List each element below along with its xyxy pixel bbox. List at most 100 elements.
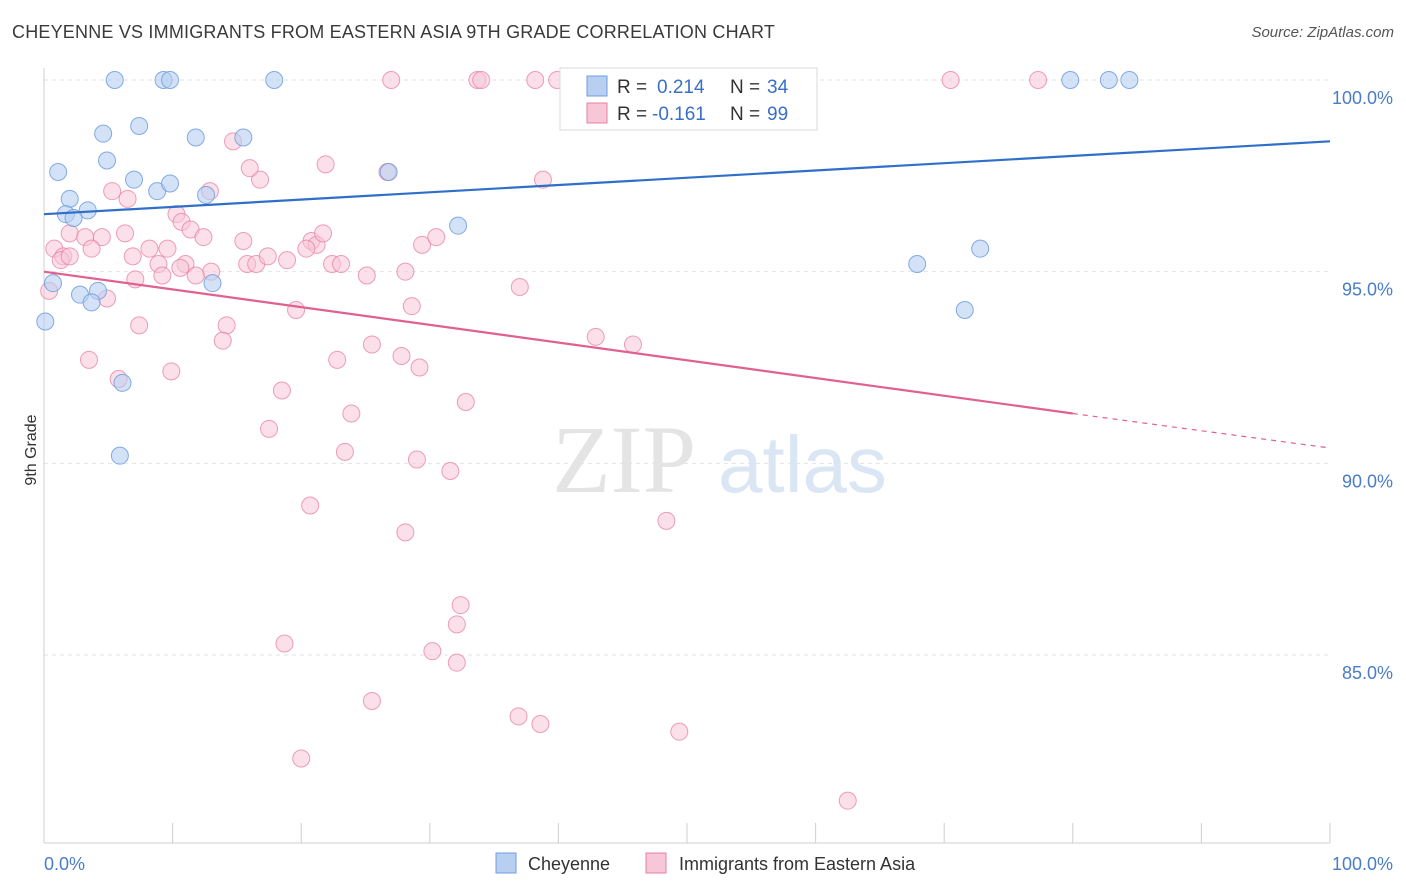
point-cheyenne [49, 163, 68, 181]
trend-line-cheyenne [43, 140, 1331, 216]
point-eastern-asia [657, 511, 676, 530]
legend-n-value-1: 34 [767, 77, 789, 98]
point-cheyenne [125, 170, 144, 189]
point-cheyenne [161, 71, 180, 89]
point-eastern-asia [410, 358, 429, 377]
point-eastern-asia [297, 239, 316, 258]
point-eastern-asia [456, 393, 475, 411]
y-tick-label: 95.0% [1342, 280, 1393, 300]
point-cheyenne [1120, 71, 1139, 89]
trend-line-eastern-asia-extension [1072, 412, 1331, 449]
point-eastern-asia [472, 71, 491, 89]
point-eastern-asia [186, 266, 205, 285]
trend-lines [43, 140, 1331, 449]
point-cheyenne [110, 446, 129, 465]
legend-r-label-2: R = [617, 104, 647, 125]
point-cheyenne [234, 128, 253, 147]
point-eastern-asia [292, 749, 311, 768]
point-cheyenne [1061, 71, 1080, 89]
point-eastern-asia [103, 182, 122, 201]
point-eastern-asia [509, 707, 528, 726]
point-cheyenne [60, 189, 79, 208]
point-eastern-asia [118, 189, 137, 208]
point-eastern-asia [287, 301, 306, 319]
y-tick-label: 85.0% [1342, 663, 1393, 683]
grid-lines [44, 79, 1330, 656]
point-eastern-asia [332, 255, 351, 273]
point-cheyenne [98, 151, 117, 170]
legend: R = 0.214 N = 34 R = -0.161 N = 99 [559, 67, 818, 131]
legend-r-label-1: R = [617, 77, 647, 98]
point-cheyenne [971, 239, 990, 258]
x-tick-labels: 0.0% 100.0% [44, 854, 1393, 874]
bottom-legend-eastern-asia: Immigrants from Eastern Asia [679, 854, 916, 874]
bottom-legend-cheyenne: Cheyenne [528, 854, 610, 874]
point-eastern-asia [194, 228, 213, 247]
bottom-legend-swatch-eastern-asia [645, 852, 667, 874]
point-eastern-asia [447, 615, 466, 634]
point-eastern-asia [328, 350, 347, 369]
series-cheyenne [36, 71, 1139, 465]
point-eastern-asia [427, 228, 446, 247]
point-eastern-asia [158, 239, 177, 258]
point-eastern-asia [382, 71, 401, 89]
point-cheyenne [379, 163, 398, 181]
point-eastern-asia [234, 232, 253, 250]
point-eastern-asia [362, 335, 381, 354]
chart-title: CHEYENNE VS IMMIGRANTS FROM EASTERN ASIA… [12, 22, 776, 42]
point-eastern-asia [396, 523, 415, 542]
point-eastern-asia [123, 247, 142, 266]
point-eastern-asia [316, 155, 335, 174]
point-eastern-asia [526, 71, 545, 89]
y-tick-labels: 100.0% 95.0% 90.0% 85.0% [1332, 88, 1393, 683]
series-eastern-asia [40, 71, 1048, 810]
point-eastern-asia [80, 350, 99, 369]
point-eastern-asia [153, 266, 172, 285]
y-axis-label: 9th Grade [23, 414, 40, 485]
legend-n-value-2: 99 [767, 104, 788, 125]
point-cheyenne [113, 373, 132, 392]
point-eastern-asia [407, 450, 426, 469]
point-cheyenne [265, 71, 284, 89]
watermark-zip: ZIP [552, 406, 696, 513]
watermark-atlas: atlas [718, 420, 887, 509]
point-eastern-asia [510, 278, 529, 296]
point-eastern-asia [451, 596, 470, 615]
point-eastern-asia [213, 331, 232, 350]
point-cheyenne [82, 293, 101, 312]
point-eastern-asia [531, 715, 550, 733]
point-eastern-asia [396, 262, 415, 281]
point-eastern-asia [623, 335, 642, 354]
point-eastern-asia [275, 634, 294, 653]
point-eastern-asia [140, 239, 159, 258]
point-eastern-asia [82, 239, 101, 258]
point-cheyenne [203, 274, 222, 293]
x-tick-label-start: 0.0% [44, 854, 85, 874]
bottom-legend: Cheyenne Immigrants from Eastern Asia [495, 852, 916, 874]
point-eastern-asia [251, 170, 270, 189]
point-eastern-asia [413, 235, 432, 254]
point-eastern-asia [533, 170, 552, 189]
point-eastern-asia [670, 722, 689, 741]
axes [43, 68, 1331, 844]
trend-line-eastern-asia [43, 270, 1073, 415]
point-eastern-asia [441, 462, 460, 480]
point-eastern-asia [392, 347, 411, 365]
point-cheyenne [105, 71, 124, 89]
point-eastern-asia [260, 419, 279, 438]
legend-n-label-2: N = [730, 104, 760, 125]
point-eastern-asia [335, 442, 354, 461]
point-eastern-asia [130, 316, 149, 335]
point-eastern-asia [116, 224, 135, 243]
point-eastern-asia [586, 327, 605, 346]
point-eastern-asia [258, 247, 277, 266]
point-eastern-asia [423, 642, 442, 661]
point-cheyenne [908, 255, 927, 273]
legend-r-value-2: -0.161 [652, 104, 706, 125]
legend-swatch-eastern-asia [586, 102, 608, 124]
point-cheyenne [36, 312, 55, 331]
point-eastern-asia [162, 362, 181, 381]
bottom-legend-swatch-cheyenne [495, 852, 517, 874]
y-tick-label: 100.0% [1332, 88, 1393, 108]
